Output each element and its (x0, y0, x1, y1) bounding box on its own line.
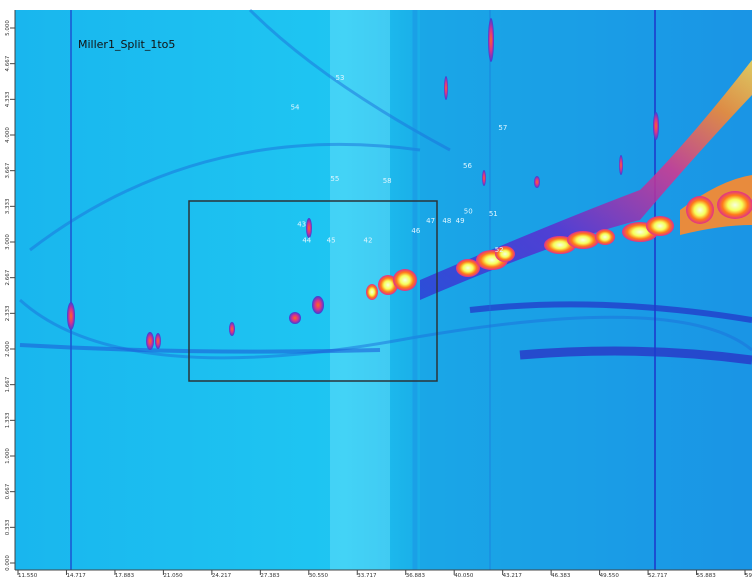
peak-spot (146, 332, 154, 350)
selection-box (188, 200, 438, 382)
peak-spot (289, 312, 301, 324)
y-tick-label: 3.333 (5, 198, 11, 214)
y-tick-label: 0.667 (5, 483, 11, 499)
band-dark (420, 10, 752, 570)
peak-spot (67, 302, 75, 330)
peak-spot (155, 333, 161, 349)
x-tick-label: 24.217 (212, 573, 232, 578)
x-tick-label: 36.883 (406, 573, 426, 578)
streak-1 (469, 301, 752, 323)
y-tick-label: 3.000 (5, 234, 11, 250)
peak-spot (229, 322, 235, 336)
peak-spot (717, 191, 752, 219)
x-tick-label: 17.883 (115, 573, 135, 578)
x-tick-label: 46.383 (551, 573, 571, 578)
x-tick-label: 14.717 (66, 573, 86, 578)
peak-label: 47 (426, 217, 435, 225)
peak-label: 53 (336, 74, 345, 82)
peak-spot (482, 170, 486, 186)
arc-lower (18, 298, 752, 360)
x-tick-label: 43.217 (503, 573, 523, 578)
peak-spots (67, 18, 752, 350)
band-wide (420, 60, 752, 300)
peak-label: 44 (302, 236, 311, 244)
x-tick-label: 33.717 (357, 573, 377, 578)
peak-spot (456, 259, 480, 277)
x-tick-label: 21.050 (163, 573, 183, 578)
x-tick-label: 40.050 (454, 573, 474, 578)
x-tick-label: 52.717 (648, 573, 668, 578)
peak-spot (393, 269, 417, 291)
peak-label: 49 (456, 217, 465, 225)
peak-label: 56 (463, 162, 472, 170)
peak-spot (306, 218, 312, 238)
peak-spot (686, 196, 714, 224)
peak-spot (646, 216, 674, 236)
x-tick-label: 55.883 (697, 573, 717, 578)
arc-upper (29, 142, 421, 252)
arc-top (248, 8, 451, 152)
y-tick-label: 4.333 (5, 91, 11, 107)
y-tick-label: 2.333 (5, 305, 11, 321)
y-tick-label: 2.667 (5, 269, 11, 285)
y-tick-label: 5.000 (5, 20, 11, 36)
peak-label: 54 (291, 104, 300, 112)
peak-spot (488, 18, 494, 62)
peak-label: 52 (495, 246, 504, 254)
y-tick-label: 2.000 (5, 341, 11, 357)
y-tick-label: 1.333 (5, 412, 11, 428)
peak-spot (619, 155, 623, 175)
peak-label: 55 (330, 175, 339, 183)
peak-label: 57 (498, 124, 507, 132)
y-axis-ticks: 5.000 4.667 4.333 4.000 3.667 3.333 3.000 2.667… (5, 20, 15, 571)
streak-3 (19, 343, 381, 354)
peak-label: 50 (464, 207, 473, 215)
peak-label: 58 (383, 177, 392, 185)
y-tick-label: 4.667 (5, 55, 11, 71)
horizontal-streaks (19, 301, 752, 365)
peak-label: 48 (442, 217, 451, 225)
peak-spot (495, 246, 515, 262)
peak-label: 46 (411, 227, 420, 235)
peak-label: 43 (297, 221, 306, 229)
x-tick-label: 49.550 (600, 573, 620, 578)
peak-spot (534, 176, 540, 188)
arc-traces (18, 8, 752, 360)
y-tick-label: 4.000 (5, 127, 11, 143)
peak-label: 51 (489, 210, 498, 218)
peak-spot (312, 296, 324, 314)
peak-spot (653, 112, 659, 140)
streak-2 (519, 346, 752, 365)
x-tick-label: 30.550 (309, 573, 329, 578)
peak-labels: 53 54 55 56 57 58 43 44 45 42 46 47 48 49 50 51 52 (291, 74, 508, 254)
x-tick-label: 11.550 (18, 573, 38, 578)
y-tick-label: 0.333 (5, 519, 11, 535)
peak-label: 45 (327, 236, 336, 244)
y-tick-label: 1.667 (5, 376, 11, 392)
vertical-lines (70, 10, 656, 570)
peak-label: 42 (364, 236, 373, 244)
peak-spot (444, 76, 448, 100)
y-tick-label: 1.000 (5, 448, 11, 464)
x-tick-label: 27.383 (260, 573, 280, 578)
peak-spot (567, 231, 599, 249)
x-axis-ticks: 11.550 14.717 17.883 21.050 24.217 27.383 30.5… (17, 570, 752, 579)
y-tick-label: 0.000 (5, 555, 11, 571)
peak-spot (366, 284, 378, 300)
y-tick-label: 3.667 (5, 162, 11, 178)
chart-title: Miller1_Split_1to5 (78, 38, 175, 51)
x-tick-label: 59.050 (745, 573, 752, 578)
peak-spot (595, 229, 615, 245)
